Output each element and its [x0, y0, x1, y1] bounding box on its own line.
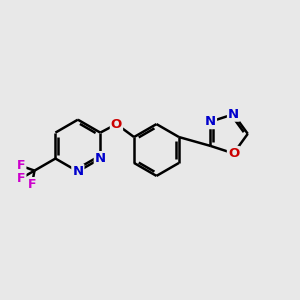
Text: O: O [111, 118, 122, 130]
Text: N: N [228, 108, 239, 121]
Text: F: F [17, 159, 26, 172]
Text: N: N [205, 115, 216, 128]
Text: N: N [72, 165, 83, 178]
Text: F: F [28, 178, 36, 191]
Text: F: F [17, 172, 26, 185]
Text: O: O [228, 147, 239, 160]
Text: N: N [95, 152, 106, 165]
